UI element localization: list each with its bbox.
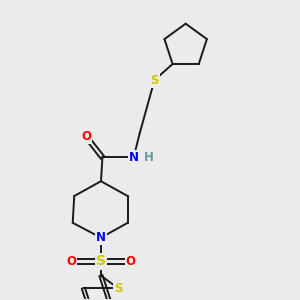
Text: N: N [96,231,106,244]
Text: S: S [96,254,106,268]
Text: O: O [66,255,76,268]
Text: N: N [129,151,139,164]
Text: H: H [144,151,154,164]
Text: S: S [114,282,123,295]
Text: O: O [126,255,136,268]
Text: O: O [81,130,91,143]
Text: S: S [150,74,159,87]
